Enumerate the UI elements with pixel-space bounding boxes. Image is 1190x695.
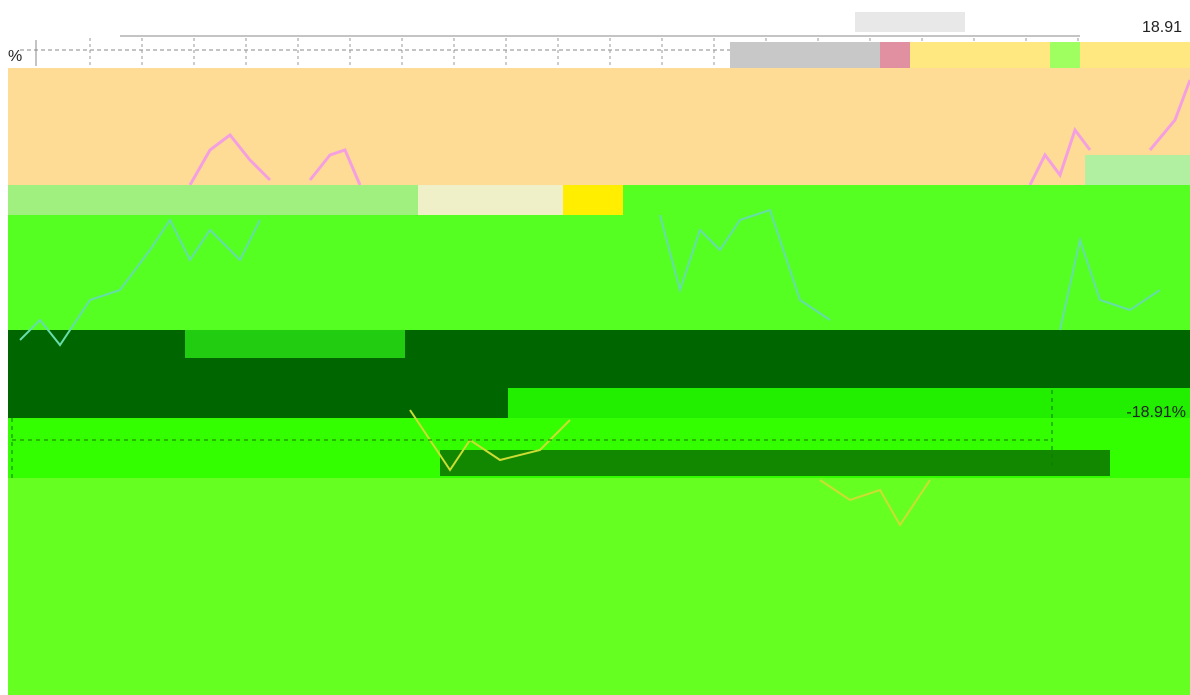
- glitch-block: [418, 185, 563, 215]
- grid: [11, 390, 1053, 478]
- glitch-block: [1050, 42, 1080, 68]
- band: [8, 68, 1190, 186]
- glitch-block: [730, 42, 880, 68]
- glitch-block: [1085, 155, 1190, 185]
- glitch-block: [855, 12, 965, 32]
- glitch-block: [563, 185, 623, 215]
- top-value: 18.91: [1142, 19, 1182, 36]
- trace: [19, 208, 1161, 347]
- trace: [188, 79, 1190, 186]
- glitch-block: [880, 42, 910, 68]
- band: [8, 388, 508, 418]
- band: [508, 388, 1190, 418]
- glitch-block: [8, 185, 418, 215]
- glitch-block: [440, 450, 1110, 476]
- unit-label: %: [8, 48, 22, 65]
- band: [8, 478, 1190, 695]
- glitch-block: [185, 330, 405, 358]
- right-value: -18.91%: [1126, 404, 1186, 421]
